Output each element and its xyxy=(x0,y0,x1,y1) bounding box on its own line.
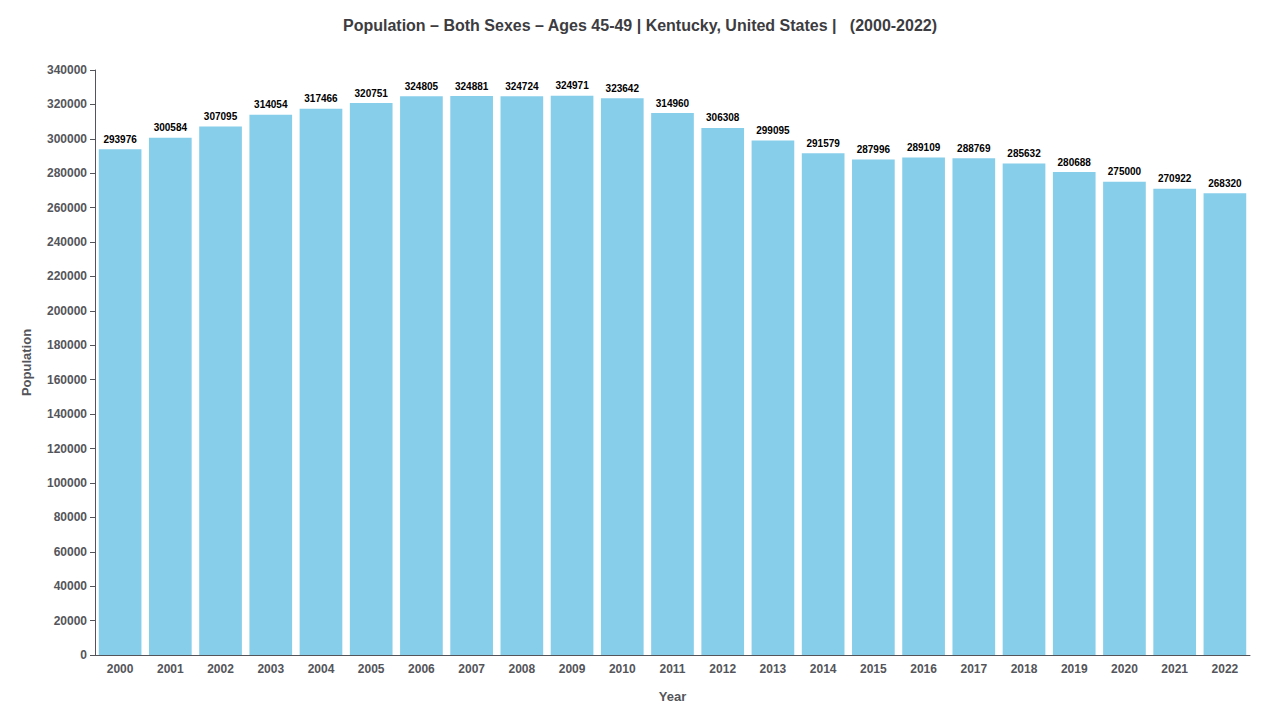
svg-text:2005: 2005 xyxy=(358,662,385,676)
svg-text:180000: 180000 xyxy=(47,338,87,352)
svg-text:2006: 2006 xyxy=(408,662,435,676)
svg-text:280000: 280000 xyxy=(47,166,87,180)
svg-text:2015: 2015 xyxy=(860,662,887,676)
svg-text:40000: 40000 xyxy=(54,579,88,593)
svg-text:320751: 320751 xyxy=(355,88,389,99)
svg-text:2007: 2007 xyxy=(458,662,485,676)
svg-text:2003: 2003 xyxy=(257,662,284,676)
svg-text:120000: 120000 xyxy=(47,442,87,456)
svg-text:Population – Both Sexes – Ages: Population – Both Sexes – Ages 45-49 | K… xyxy=(343,17,937,34)
svg-text:300584: 300584 xyxy=(154,122,188,133)
svg-text:324971: 324971 xyxy=(555,80,589,91)
svg-text:2012: 2012 xyxy=(709,662,736,676)
svg-text:Year: Year xyxy=(659,689,686,704)
svg-text:300000: 300000 xyxy=(47,132,87,146)
svg-text:0: 0 xyxy=(80,648,87,662)
svg-text:2019: 2019 xyxy=(1061,662,1088,676)
svg-text:307095: 307095 xyxy=(204,111,238,122)
svg-text:2002: 2002 xyxy=(207,662,234,676)
svg-text:320000: 320000 xyxy=(47,97,87,111)
svg-text:260000: 260000 xyxy=(47,201,87,215)
svg-text:2017: 2017 xyxy=(960,662,987,676)
svg-text:289109: 289109 xyxy=(907,142,941,153)
svg-text:80000: 80000 xyxy=(54,510,88,524)
svg-text:20000: 20000 xyxy=(54,614,88,628)
svg-text:2021: 2021 xyxy=(1161,662,1188,676)
svg-text:280688: 280688 xyxy=(1058,157,1092,168)
svg-text:2016: 2016 xyxy=(910,662,937,676)
svg-text:2020: 2020 xyxy=(1111,662,1138,676)
svg-text:268320: 268320 xyxy=(1208,178,1242,189)
svg-text:200000: 200000 xyxy=(47,304,87,318)
svg-text:293976: 293976 xyxy=(103,134,137,145)
svg-text:2008: 2008 xyxy=(508,662,535,676)
svg-text:270922: 270922 xyxy=(1158,173,1192,184)
svg-text:2009: 2009 xyxy=(559,662,586,676)
svg-text:2010: 2010 xyxy=(609,662,636,676)
svg-text:314054: 314054 xyxy=(254,99,288,110)
svg-text:220000: 220000 xyxy=(47,269,87,283)
svg-text:299095: 299095 xyxy=(756,125,790,136)
svg-text:2001: 2001 xyxy=(157,662,184,676)
svg-text:340000: 340000 xyxy=(47,63,87,77)
svg-text:2000: 2000 xyxy=(107,662,134,676)
svg-text:324805: 324805 xyxy=(405,81,439,92)
svg-text:314960: 314960 xyxy=(656,98,690,109)
svg-text:287996: 287996 xyxy=(857,144,891,155)
svg-text:288769: 288769 xyxy=(957,143,991,154)
svg-text:324724: 324724 xyxy=(505,81,539,92)
svg-text:2011: 2011 xyxy=(659,662,685,676)
svg-text:2014: 2014 xyxy=(810,662,837,676)
svg-text:60000: 60000 xyxy=(54,545,88,559)
svg-text:2022: 2022 xyxy=(1212,662,1239,676)
svg-text:Population: Population xyxy=(19,329,34,396)
svg-text:275000: 275000 xyxy=(1108,166,1142,177)
svg-text:323642: 323642 xyxy=(606,83,640,94)
svg-text:2018: 2018 xyxy=(1011,662,1038,676)
svg-text:140000: 140000 xyxy=(47,407,87,421)
svg-text:2013: 2013 xyxy=(760,662,787,676)
svg-text:240000: 240000 xyxy=(47,235,87,249)
svg-text:306308: 306308 xyxy=(706,112,740,123)
svg-text:2004: 2004 xyxy=(308,662,335,676)
svg-text:324881: 324881 xyxy=(455,81,489,92)
svg-text:317466: 317466 xyxy=(304,93,338,104)
svg-text:285632: 285632 xyxy=(1007,148,1041,159)
svg-text:100000: 100000 xyxy=(47,476,87,490)
svg-text:291579: 291579 xyxy=(806,138,840,149)
svg-text:160000: 160000 xyxy=(47,373,87,387)
